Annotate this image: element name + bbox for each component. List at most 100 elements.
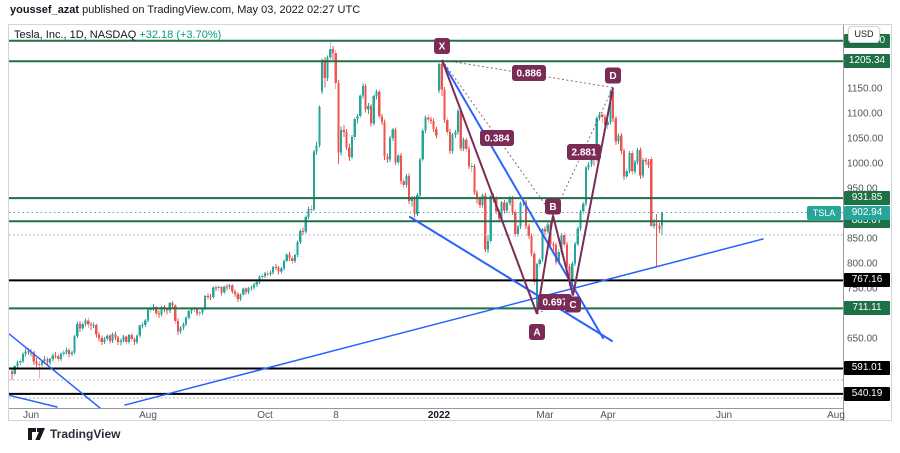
candle-body [546, 224, 549, 232]
candle-body [73, 336, 76, 353]
candle-body [331, 49, 335, 53]
pattern-leg [441, 59, 538, 315]
candle-wick [471, 163, 473, 172]
pattern-dotted-leg [552, 87, 614, 216]
candle-body [639, 150, 642, 176]
candle-body [437, 64, 441, 91]
candle-body [573, 244, 577, 264]
pattern-point-B-box [545, 198, 561, 215]
candle-body [440, 64, 443, 90]
candle-body [473, 166, 476, 193]
candle-body [375, 91, 378, 96]
candle-body [369, 106, 373, 124]
candle-body [157, 313, 160, 315]
candle-wick [310, 205, 312, 213]
candle-body [560, 235, 563, 252]
candle-body [160, 307, 163, 315]
candle-body [660, 212, 664, 226]
tradingview-attribution[interactable]: TradingView [28, 427, 120, 441]
candle-body [220, 287, 223, 293]
time-tick-Oct: Oct [257, 410, 273, 421]
candle-body [57, 356, 60, 359]
candle-body [10, 371, 14, 374]
candle-body [489, 196, 492, 241]
chart-widget [8, 24, 892, 421]
candle-wick [411, 196, 413, 207]
candle-body [372, 96, 375, 124]
publish-info: published on TradingView.com, May 03, 20… [79, 4, 361, 16]
candle-body [345, 132, 348, 148]
candle-body [481, 195, 484, 205]
candle-body [500, 202, 503, 219]
time-tick-Mar: Mar [536, 410, 554, 421]
candle-body [78, 324, 82, 329]
pane-group: 0.886 0.384 2.881 0.697 X A B C D [9, 38, 843, 408]
candle-body [427, 117, 430, 120]
price-tick-650.00: 650.00 [847, 333, 878, 345]
candle-body [46, 359, 49, 363]
price-label-931.85: 931.85 [844, 191, 890, 206]
candle-body [503, 202, 506, 211]
price-axis-separator[interactable] [843, 25, 844, 421]
candle-body [541, 229, 544, 260]
candle-body [476, 192, 479, 199]
candle-body [255, 282, 258, 285]
pattern-point-B: B [549, 202, 556, 213]
time-axis-separator[interactable] [9, 408, 843, 409]
candle-body [141, 325, 144, 326]
candle-body [304, 217, 307, 232]
pattern-leg [552, 215, 574, 296]
candle-body [361, 86, 364, 96]
candle-body [636, 150, 639, 162]
candle-body [435, 129, 438, 136]
pattern-ratio-label-box [538, 294, 572, 310]
candle-body [323, 60, 326, 78]
candle-body [462, 139, 465, 149]
candle-body [527, 226, 530, 236]
candle-body [16, 362, 19, 366]
candle-body [465, 139, 468, 149]
candle-body [48, 359, 52, 363]
candle-body [318, 107, 321, 146]
candle-body [87, 320, 90, 325]
candle-wick [90, 322, 92, 330]
candle-body [614, 118, 617, 142]
candle-body [565, 244, 568, 267]
candle-body [27, 351, 30, 353]
candle-body [508, 198, 511, 203]
publisher-name: youssef_azat [10, 4, 80, 16]
currency-toggle-button[interactable]: USD [848, 26, 880, 43]
candle-body [32, 352, 35, 362]
candle-body [571, 263, 574, 281]
tradingview-logo-icon [28, 428, 45, 440]
candle-body [524, 202, 528, 226]
pattern-point-X: X [439, 42, 446, 53]
candle-body [282, 261, 286, 269]
candle-body [38, 364, 41, 365]
candle-body [631, 153, 634, 172]
candle-body [277, 267, 280, 272]
candle-body [612, 91, 615, 119]
candle-body [127, 335, 131, 342]
trendline [124, 238, 764, 406]
candle-body [266, 273, 269, 275]
candle-body [43, 359, 46, 362]
candle-body [97, 334, 101, 338]
candle-body [429, 119, 432, 121]
chart-legend[interactable]: Tesla, Inc., 1D, NASDAQ +32.18 (+3.70%) [14, 29, 221, 41]
candle-body [258, 276, 261, 282]
time-tick-Aug: Aug [827, 410, 845, 421]
candle-body [446, 120, 449, 132]
candle-body [356, 116, 359, 119]
candle-body [650, 159, 653, 226]
candle-body [320, 60, 324, 92]
candle-body [95, 325, 98, 335]
price-tick-1050.00: 1050.00 [847, 133, 884, 145]
candles [10, 42, 664, 380]
candle-body [353, 119, 356, 137]
price-tick-850.00: 850.00 [847, 233, 878, 245]
publish-header: youssef_azat published on TradingView.co… [10, 4, 360, 16]
candle-body [291, 258, 294, 261]
candle-body [228, 285, 231, 287]
